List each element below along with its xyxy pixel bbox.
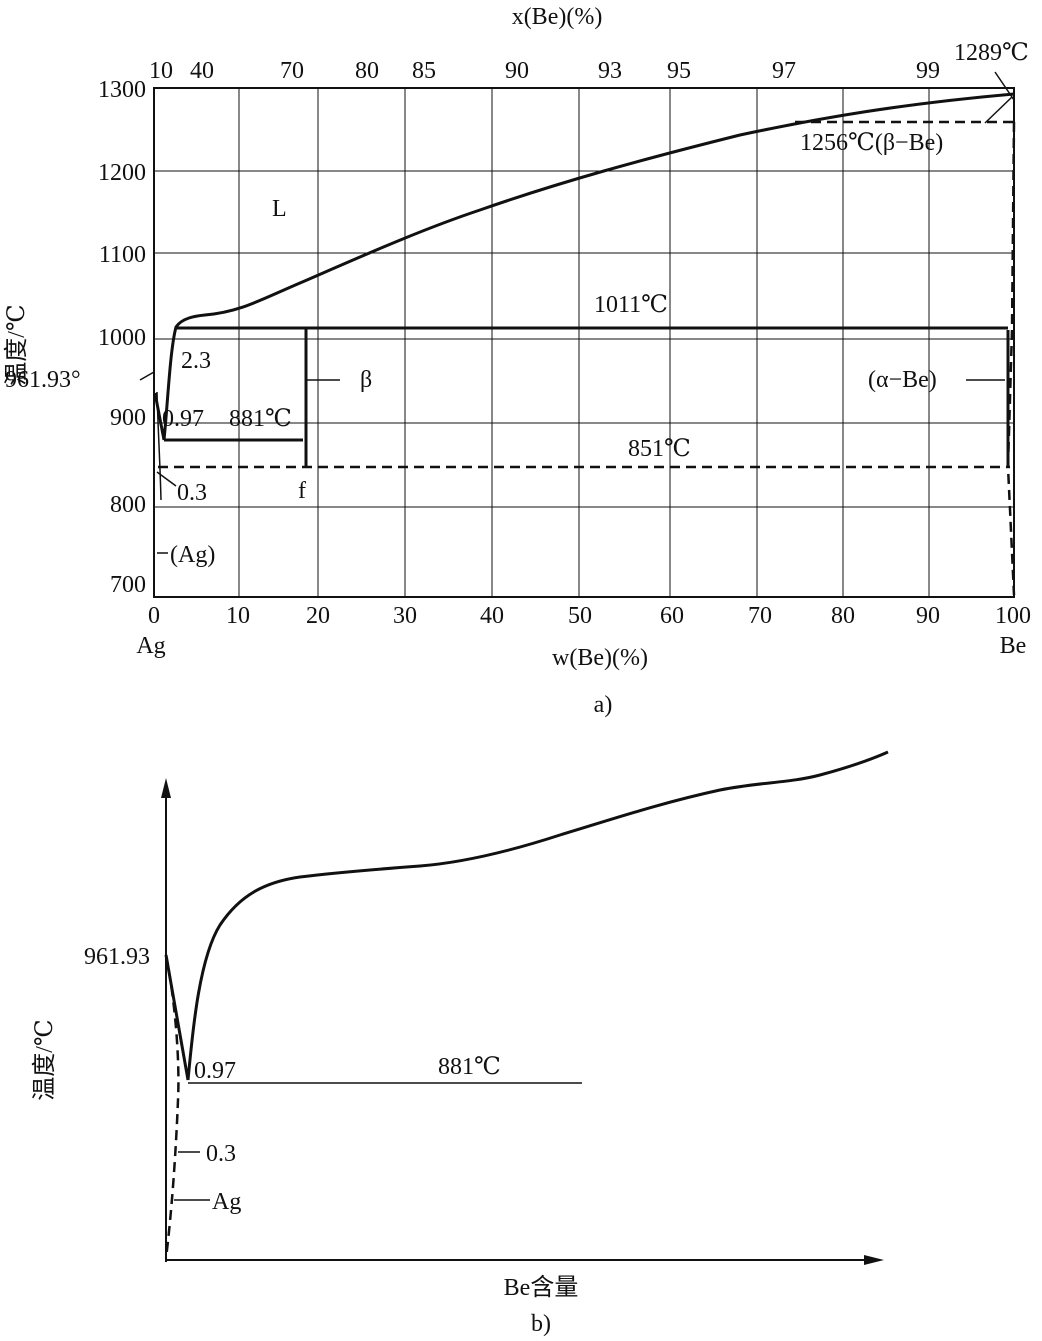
top-tick-labels: 10 40 70 80 85 90 93 95 97 99 (149, 58, 940, 84)
ag-solvus-line-b (164, 954, 180, 1259)
x-tick: 10 (226, 603, 250, 629)
ag-melting-point-label-b: 961.93 (84, 944, 150, 970)
vertical-gridlines (238, 88, 930, 597)
horizontal-gridlines (154, 170, 1014, 508)
ag-melting-point-label: 961.93° (5, 367, 81, 393)
x-tick-labels: 0 10 20 30 40 50 60 70 80 90 100 (148, 603, 1031, 629)
be-melting-point-label: 1289℃ (954, 40, 1029, 66)
x-axis-title-b: Be含量 (504, 1274, 579, 1301)
x-tick: 70 (748, 603, 772, 629)
beta-phase-label: β (360, 367, 372, 393)
x-axis-title-a: w(Be)(%) (552, 645, 648, 671)
composition-0-97-label-b: 0.97 (194, 1058, 236, 1084)
top-tick: 95 (667, 58, 691, 84)
diagram-a: x(Be)(%) 10 40 70 80 85 90 93 95 97 99 1… (3, 4, 1031, 718)
plot-frame-a (153, 87, 1015, 598)
x-tick: 80 (831, 603, 855, 629)
top-tick: 40 (190, 58, 214, 84)
ag-label-b: Ag (212, 1189, 241, 1215)
be-solvus-line (1006, 121, 1016, 596)
eutectoid-851-label: 851℃ (628, 436, 691, 462)
alpha-be-phase-label: (α−Be) (868, 367, 937, 393)
eutectic-881-label-b: 881℃ (438, 1054, 501, 1080)
ag-solvus-line (156, 391, 162, 501)
y-axis-title-b: 温度/℃ (31, 1019, 58, 1101)
x-tick: 0 (148, 603, 160, 629)
eutectic-1011-label: 1011℃ (594, 292, 668, 318)
top-tick: 70 (280, 58, 304, 84)
top-tick: 80 (355, 58, 379, 84)
top-tick: 99 (916, 58, 940, 84)
leader-961 (139, 371, 155, 381)
leader-1289 (994, 71, 1015, 101)
caption-a: a) (594, 692, 613, 718)
beta-be-transformation-label: 1256℃(β−Be) (800, 130, 943, 156)
caption-b: b) (531, 1311, 551, 1337)
y-tick: 1200 (98, 160, 146, 186)
point-f-label: f (298, 478, 306, 504)
composition-0-3-label: 0.3 (177, 480, 207, 506)
top-axis-title: x(Be)(%) (512, 4, 603, 30)
top-tick: 85 (412, 58, 436, 84)
y-tick-labels: 1300 1200 1100 1000 900 800 700 (98, 77, 146, 598)
y-tick: 1100 (99, 242, 146, 268)
leader-1256 (984, 96, 1013, 124)
x-tick: 100 (995, 603, 1031, 629)
leader-0-3 (156, 471, 177, 487)
top-tick: 90 (505, 58, 529, 84)
top-tick: 93 (598, 58, 622, 84)
x-tick: 20 (306, 603, 330, 629)
diagram-b: 961.93 0.97 881℃ 0.3 Ag 温度/℃ Be含量 b) (31, 750, 889, 1337)
y-tick: 800 (110, 492, 146, 518)
x-tick: 30 (393, 603, 417, 629)
composition-2-3-label: 2.3 (181, 348, 211, 374)
y-tick: 700 (110, 572, 146, 598)
liquidus-curve-b (186, 750, 889, 1081)
ag-phase-label: (Ag) (170, 542, 215, 568)
liquid-region-label: L (272, 196, 287, 222)
y-axis-arrow-icon (161, 778, 171, 798)
x-tick: 40 (480, 603, 504, 629)
y-tick: 1300 (98, 77, 146, 103)
element-ag-label: Ag (136, 633, 165, 659)
y-tick: 1000 (98, 325, 146, 351)
x-axis-arrow-icon (864, 1255, 884, 1265)
y-tick: 900 (110, 405, 146, 431)
x-tick: 50 (568, 603, 592, 629)
y-axis-title-a: 温度/℃ (3, 304, 30, 386)
composition-0-97-label: 0.97 (162, 406, 204, 432)
liquidus-curve (162, 92, 1015, 441)
top-tick: 10 (149, 58, 173, 84)
composition-0-3-label-b: 0.3 (206, 1141, 236, 1167)
top-tick: 97 (772, 58, 796, 84)
x-tick: 60 (660, 603, 684, 629)
ag-solidus-line (153, 392, 166, 441)
element-be-label: Be (1000, 633, 1027, 659)
x-tick: 90 (916, 603, 940, 629)
eutectic-881-label: 881℃ (229, 406, 292, 432)
